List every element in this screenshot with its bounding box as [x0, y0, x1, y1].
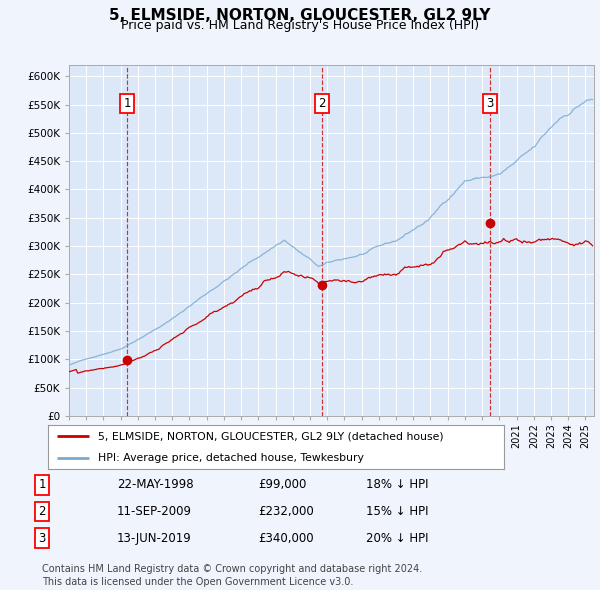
Text: Price paid vs. HM Land Registry's House Price Index (HPI): Price paid vs. HM Land Registry's House …	[121, 19, 479, 32]
Text: 2: 2	[319, 97, 326, 110]
Text: 3: 3	[487, 97, 494, 110]
Text: Contains HM Land Registry data © Crown copyright and database right 2024.
This d: Contains HM Land Registry data © Crown c…	[42, 564, 422, 587]
Text: £99,000: £99,000	[258, 478, 307, 491]
Text: HPI: Average price, detached house, Tewkesbury: HPI: Average price, detached house, Tewk…	[98, 454, 364, 463]
Text: 15% ↓ HPI: 15% ↓ HPI	[366, 505, 428, 518]
Text: 3: 3	[38, 532, 46, 545]
Text: 18% ↓ HPI: 18% ↓ HPI	[366, 478, 428, 491]
Text: £232,000: £232,000	[258, 505, 314, 518]
Text: 2: 2	[38, 505, 46, 518]
Text: 22-MAY-1998: 22-MAY-1998	[117, 478, 194, 491]
Text: 1: 1	[38, 478, 46, 491]
Text: £340,000: £340,000	[258, 532, 314, 545]
Text: 5, ELMSIDE, NORTON, GLOUCESTER, GL2 9LY: 5, ELMSIDE, NORTON, GLOUCESTER, GL2 9LY	[109, 8, 491, 23]
Text: 11-SEP-2009: 11-SEP-2009	[117, 505, 192, 518]
Text: 5, ELMSIDE, NORTON, GLOUCESTER, GL2 9LY (detached house): 5, ELMSIDE, NORTON, GLOUCESTER, GL2 9LY …	[98, 431, 444, 441]
Text: 1: 1	[124, 97, 131, 110]
Text: 20% ↓ HPI: 20% ↓ HPI	[366, 532, 428, 545]
Text: 13-JUN-2019: 13-JUN-2019	[117, 532, 192, 545]
